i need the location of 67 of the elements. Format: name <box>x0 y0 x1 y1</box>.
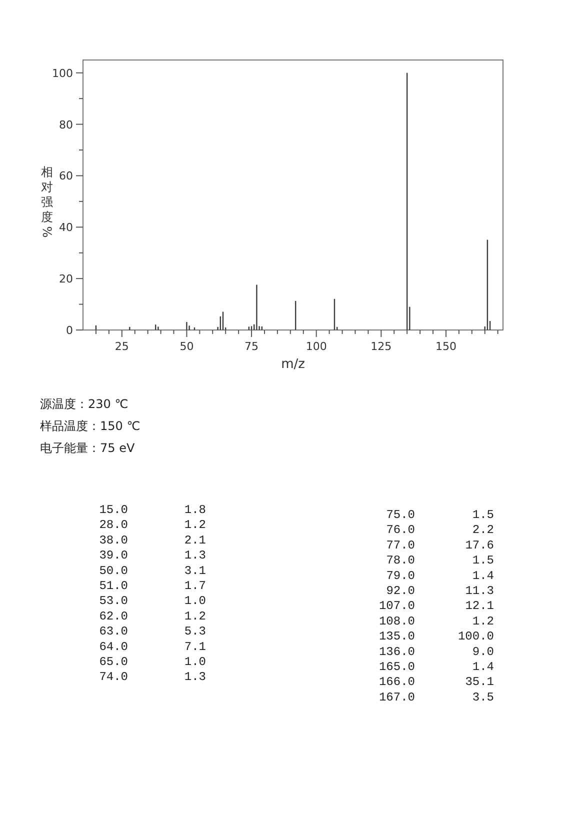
text: 79.0 <box>386 568 415 583</box>
text: 3.1 <box>184 564 206 578</box>
text: 135.0 <box>378 630 415 644</box>
text: 38.0 <box>99 533 128 548</box>
text: 12.1 <box>465 599 494 614</box>
x-tick-label: 125 <box>370 340 392 353</box>
text: 1.2 <box>472 614 494 628</box>
text: 77.0 <box>386 538 415 552</box>
text: 1.4 <box>472 568 494 583</box>
x-tick-label: 50 <box>180 340 194 353</box>
text: 39.0 <box>99 548 128 563</box>
text: 166.0 <box>378 675 415 690</box>
text: 75.0 <box>386 508 415 522</box>
text: 1.0 <box>184 655 206 669</box>
y-tick-label: 60 <box>59 170 73 183</box>
text: 1.3 <box>184 548 206 563</box>
y-tick-label: 40 <box>59 221 73 234</box>
text: 35.1 <box>465 675 494 690</box>
text: 2.2 <box>472 523 494 538</box>
text: 63.0 <box>99 624 128 639</box>
text: 样品温度：150 ℃ <box>40 419 140 433</box>
text: 65.0 <box>99 655 128 669</box>
text: 51.0 <box>99 579 128 593</box>
text: 1.0 <box>184 594 206 608</box>
x-tick-label: 75 <box>244 340 259 353</box>
text: 1.5 <box>472 508 494 522</box>
text: 2.1 <box>184 533 206 548</box>
text: 64.0 <box>99 640 128 654</box>
text: 74.0 <box>99 670 128 684</box>
text: 1.8 <box>184 503 206 517</box>
x-axis-title: m/z <box>281 357 306 372</box>
text: 11.3 <box>465 584 494 598</box>
text: 92.0 <box>386 584 415 598</box>
x-tick-label: 25 <box>114 340 129 353</box>
text: 3.5 <box>472 690 494 704</box>
text: 1.7 <box>184 579 206 593</box>
text: 165.0 <box>378 660 415 674</box>
text: 78.0 <box>386 554 415 568</box>
text: 15.0 <box>99 503 128 517</box>
text: 28.0 <box>99 518 128 532</box>
text: 1.5 <box>472 554 494 568</box>
x-tick-label: 100 <box>306 340 327 353</box>
text: 76.0 <box>386 523 415 538</box>
text: 1.2 <box>184 518 206 532</box>
text: 136.0 <box>378 644 415 659</box>
text: 53.0 <box>99 594 128 608</box>
text: 1.2 <box>184 609 206 624</box>
text: 17.6 <box>465 538 494 552</box>
y-axis-title: 相对强度% <box>40 165 54 238</box>
y-tick-label: 80 <box>59 118 73 132</box>
text: 1.4 <box>472 660 494 674</box>
text: 50.0 <box>99 564 128 578</box>
y-tick-label: 0 <box>66 324 73 337</box>
text: 107.0 <box>378 599 415 614</box>
y-tick-label: 100 <box>52 66 73 80</box>
text: 1.3 <box>184 670 206 684</box>
text: 9.0 <box>472 644 494 659</box>
text: 100.0 <box>458 630 494 644</box>
text: 7.1 <box>184 640 206 654</box>
x-tick-label: 150 <box>435 340 456 353</box>
text: 167.0 <box>378 690 415 704</box>
text: 电子能量：75 eV <box>40 441 136 455</box>
y-tick-label: 20 <box>59 272 73 286</box>
text: 62.0 <box>99 609 128 624</box>
text: 5.3 <box>184 624 206 639</box>
text: 源温度：230 ℃ <box>40 397 128 411</box>
text: 108.0 <box>378 614 415 628</box>
